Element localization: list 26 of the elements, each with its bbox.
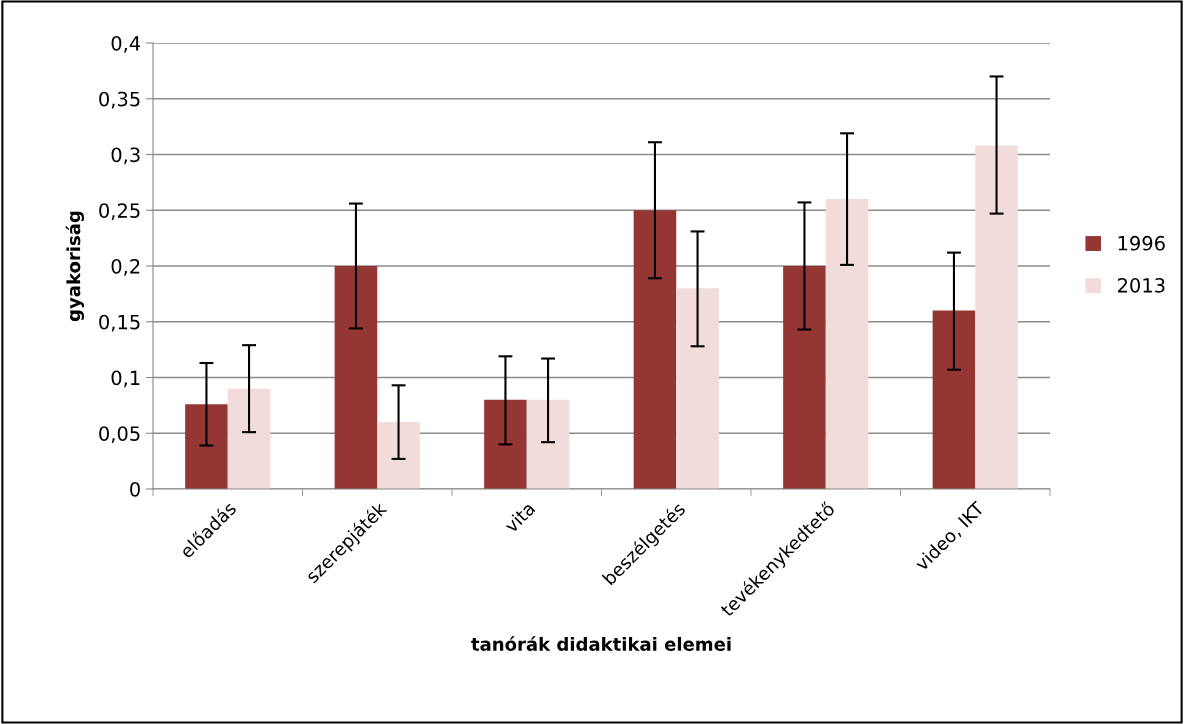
y-tick-label: 0,15 [99,314,140,332]
y-tick-label: 0,25 [99,203,140,220]
bar [526,399,570,489]
bar [377,422,420,489]
bar [825,199,869,489]
y-tick-label: 0,35 [99,91,140,109]
x-axis-title: tanórák didaktikai elemei [471,636,731,651]
legend-label: 2013 [1117,278,1165,293]
y-axis-title: gyakoriság [65,211,85,322]
bar [227,388,271,489]
y-tick-label: 0,05 [99,426,140,443]
bar [484,399,527,489]
bar [932,310,976,489]
y-tick-label: 0 [130,481,140,497]
bar [185,404,228,489]
y-tick-label: 0,1 [111,370,140,388]
bar [633,210,677,489]
bar [975,145,1018,489]
y-tick-label: 0,3 [111,147,140,165]
x-tick-label: vita [503,501,536,534]
legend-label: 1996 [1118,235,1165,251]
bar [334,266,378,489]
y-tick-label: 0,2 [111,258,140,276]
y-tick-label: 0,4 [111,35,141,53]
bar [676,288,719,489]
bar [783,266,826,489]
